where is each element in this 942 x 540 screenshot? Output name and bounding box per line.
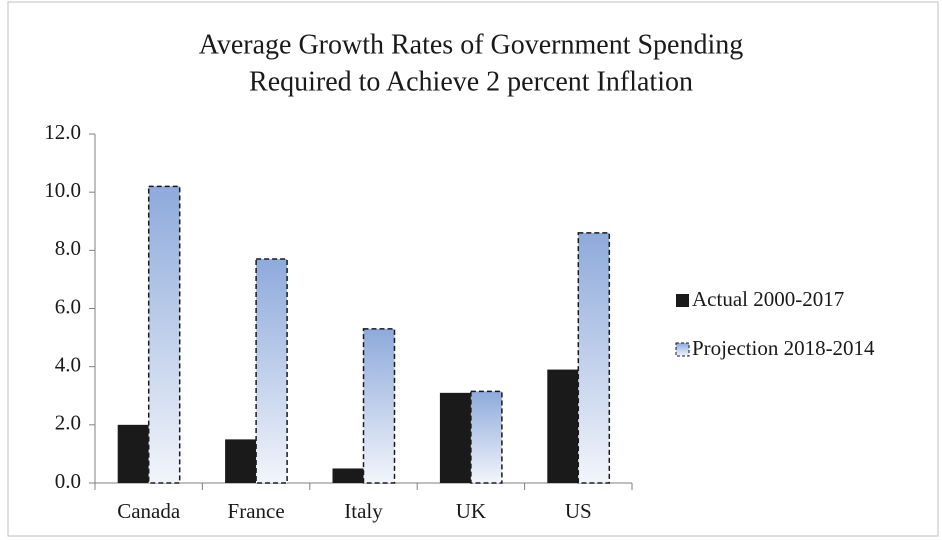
bar	[225, 439, 257, 483]
bar	[147, 185, 181, 484]
x-tick-label: US	[565, 499, 592, 523]
y-tick-label: 2.0	[55, 411, 81, 435]
bar	[439, 392, 471, 483]
legend-marker	[675, 342, 690, 357]
bar	[362, 328, 396, 484]
bar	[117, 424, 149, 483]
y-tick-label: 10.0	[44, 178, 81, 202]
y-tick-label: 8.0	[55, 236, 81, 260]
bar	[332, 468, 364, 483]
legend-label: Projection 2018-2014	[692, 336, 875, 360]
legend-label: Actual 2000-2017	[692, 287, 844, 311]
x-tick-label: Canada	[117, 499, 181, 523]
bar	[577, 232, 611, 484]
bar	[547, 369, 579, 483]
legend-marker	[676, 294, 689, 307]
x-tick-label: UK	[456, 499, 486, 523]
x-tick-label: Italy	[344, 499, 383, 523]
y-tick-label: 0.0	[55, 469, 81, 493]
y-tick-label: 4.0	[55, 352, 81, 376]
y-tick-label: 6.0	[55, 294, 81, 318]
bar	[470, 390, 503, 484]
chart-title: Average Growth Rates of Government Spend…	[199, 29, 744, 60]
chart-title: Required to Achieve 2 percent Inflation	[249, 66, 693, 97]
chart-border	[7, 1, 939, 537]
bar	[255, 258, 288, 484]
y-tick-label: 12.0	[44, 120, 81, 144]
x-tick-label: France	[228, 499, 285, 523]
